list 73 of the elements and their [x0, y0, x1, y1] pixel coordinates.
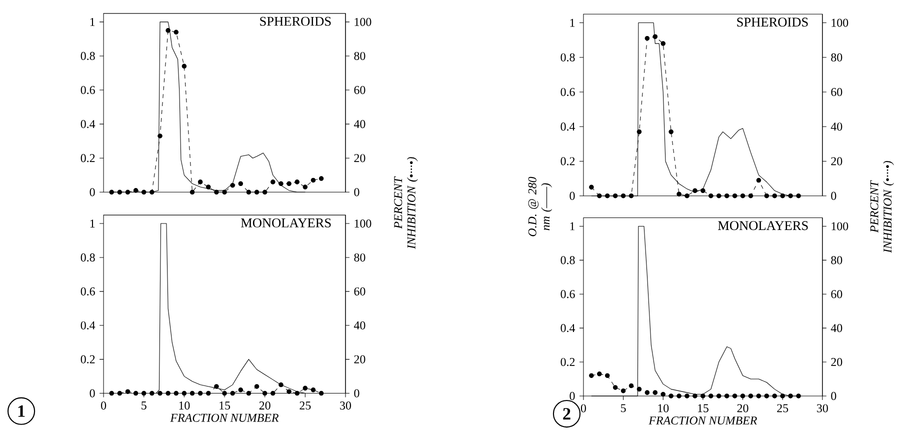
chart-title: SPHEROIDS	[737, 18, 808, 27]
y-tick-label: 0.4	[80, 120, 96, 128]
x-tick-label: 30	[340, 401, 352, 410]
y-tick-label: 0	[570, 392, 575, 400]
y-tick-label: 0.4	[80, 321, 96, 330]
y-tick-label: 0.6	[80, 287, 95, 296]
y2-tick-label: 80	[354, 52, 366, 60]
y-tick-label: 1	[570, 18, 575, 27]
x-tick-label: 10	[658, 404, 669, 412]
chart-title: SPHEROIDS	[260, 16, 331, 26]
y-tick-label: 0.4	[560, 122, 576, 131]
y2-tick-label: 80	[831, 256, 842, 264]
y2-tick-label: 20	[354, 154, 366, 162]
y-tick-label: 0.6	[80, 86, 95, 94]
y2-tick-label: 60	[354, 86, 366, 94]
x-axis-title: FRACTION NUMBER	[170, 414, 279, 422]
x-tick-label: 20	[259, 401, 270, 410]
y-tick-label: 0.8	[560, 53, 575, 62]
x-tick-label: 20	[737, 404, 748, 412]
x-tick-label: 15	[698, 404, 708, 412]
y2-tick-label: 100	[354, 219, 372, 228]
text: 2	[563, 408, 570, 420]
x-tick-label: 5	[142, 401, 146, 410]
y2-tick-label: 0	[831, 392, 836, 400]
y-tick-label: 0	[90, 389, 95, 398]
y-axis-title: O.D. @ 280 nm (——)	[528, 176, 552, 236]
y2-tick-label: 0	[831, 192, 836, 200]
y-tick-label: 1	[90, 18, 95, 26]
x-tick-label: 0	[580, 404, 586, 412]
x-tick-label: 15	[220, 401, 230, 410]
y-tick-label: 0.2	[80, 154, 95, 162]
y2-tick-label: 60	[831, 88, 842, 96]
y2-tick-label: 20	[831, 157, 842, 166]
x-tick-label: 25	[300, 401, 311, 410]
y-tick-label: 0	[90, 188, 95, 196]
chart-title: MONOLAYERS	[718, 221, 808, 230]
y2-tick-label: 80	[831, 53, 842, 62]
y-tick-label: 0.8	[80, 52, 95, 60]
x-tick-label: 25	[777, 404, 788, 412]
y-tick-label: 1	[570, 222, 575, 230]
chart-title: MONOLAYERS	[240, 218, 331, 228]
y-tick-label: 0.8	[560, 256, 575, 264]
y2-tick-label: 100	[832, 18, 848, 27]
y-tick-label: 1	[90, 220, 95, 228]
y2-tick-label: 0	[354, 389, 360, 398]
y2-axis-title: PERCENT INHIBITION (•···•)	[870, 160, 894, 253]
y2-axis-title: PERCENT INHIBITION (•···•)	[394, 157, 418, 250]
x-tick-label: 30	[817, 404, 828, 412]
y-tick-label: 0.6	[560, 88, 575, 96]
y2-tick-label: 20	[354, 355, 366, 364]
y2-tick-label: 60	[354, 287, 366, 296]
text: 1	[18, 405, 25, 417]
y2-tick-label: 100	[354, 18, 372, 26]
x-axis-title: FRACTION NUMBER	[648, 416, 758, 425]
y2-tick-label: 40	[830, 122, 842, 131]
y2-tick-label: 80	[354, 253, 366, 262]
y-tick-label: 0.6	[560, 290, 575, 298]
y-tick-label: 0.2	[80, 355, 95, 364]
x-tick-label: 5	[620, 404, 626, 412]
y-tick-label: 0	[570, 192, 575, 200]
y2-tick-label: 40	[830, 324, 842, 332]
y2-tick-label: 0	[354, 188, 360, 196]
y-tick-label: 0.2	[560, 358, 575, 366]
y-tick-label: 0.8	[80, 253, 95, 262]
y-tick-label: 0.4	[560, 324, 576, 332]
y2-tick-label: 40	[354, 321, 366, 330]
y2-tick-label: 20	[831, 358, 842, 366]
y-tick-label: 0.2	[560, 157, 575, 166]
x-tick-label: 0	[101, 401, 106, 410]
y2-tick-label: 60	[831, 290, 842, 298]
x-tick-label: 10	[179, 401, 190, 410]
y2-tick-label: 40	[354, 120, 366, 128]
y2-tick-label: 100	[832, 222, 848, 230]
